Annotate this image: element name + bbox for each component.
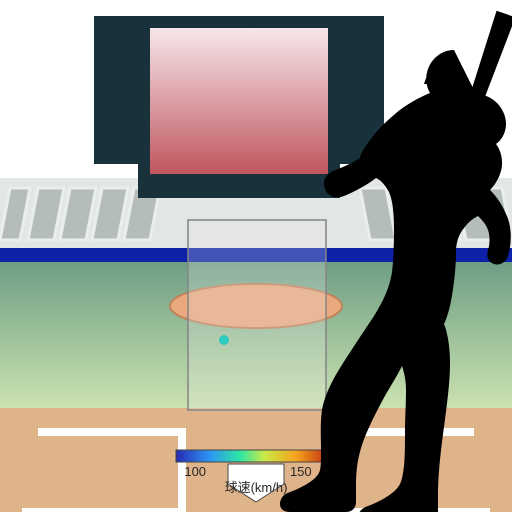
strike-zone	[188, 220, 326, 410]
svg-text:100: 100	[184, 464, 206, 479]
colorbar-label: 球速(km/h)	[225, 480, 288, 495]
pitch-markers	[219, 335, 229, 345]
pitch-marker	[219, 335, 229, 345]
svg-text:150: 150	[290, 464, 312, 479]
pitch-location-diagram: 100 150 球速(km/h)	[0, 0, 512, 512]
